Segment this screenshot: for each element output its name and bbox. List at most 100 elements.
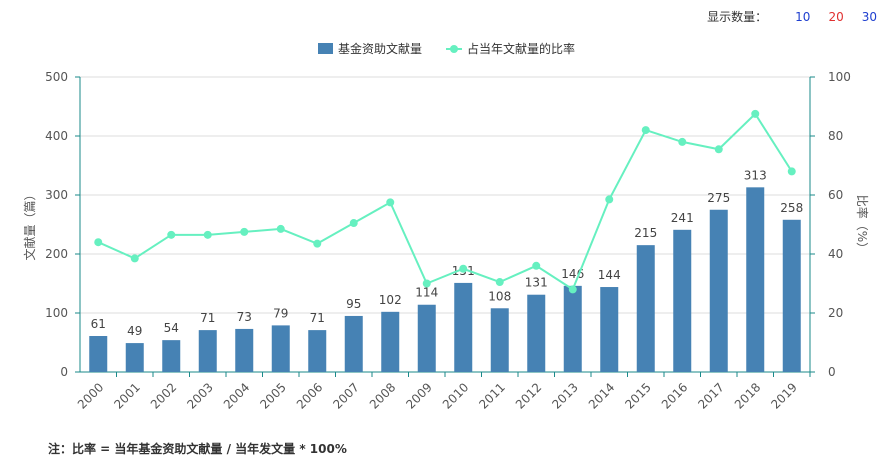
bar-value-label: 49 [127,324,142,338]
ratio-point [605,195,614,204]
bar-value-label: 71 [310,311,325,325]
y2-axis-title: 比率（%） [855,195,870,254]
ratio-point [349,219,358,228]
bar [162,340,181,372]
display-count-control: 显示数量： 10 20 30 [707,8,877,25]
bar-value-label: 131 [525,276,548,290]
y2-tick-label: 100 [828,70,851,84]
bar [490,308,509,372]
ratio-point [459,264,468,273]
x-tick-label: 2018 [732,380,763,411]
x-tick-label: 2014 [586,380,617,411]
ratio-point [678,137,687,146]
x-tick-label: 2012 [513,380,544,411]
bar [344,315,363,372]
bar [782,219,801,372]
bar [198,330,217,372]
x-tick-label: 2000 [75,380,106,411]
x-tick-label: 2011 [476,380,507,411]
y2-tick-label: 20 [828,306,843,320]
x-tick-label: 2008 [367,380,398,411]
display-count-10[interactable]: 10 [795,9,811,24]
y-axis-title: 文献量（篇） [22,188,37,260]
bar-value-label: 241 [671,211,694,225]
x-tick-label: 2015 [622,380,653,411]
bar-value-label: 144 [598,268,621,282]
y-tick-label: 500 [45,70,68,84]
bar-value-label: 258 [780,201,803,215]
x-tick-label: 2006 [294,380,325,411]
ratio-line [97,112,793,291]
bar [527,294,546,372]
y-tick-label: 0 [60,365,68,379]
x-tick-label: 2019 [768,380,799,411]
legend-swatch-bar [318,43,333,54]
bar-value-label: 71 [200,311,215,325]
bar [89,336,108,372]
ratio-point [641,126,650,135]
ratio-point [495,278,504,287]
ratio-point [313,239,322,248]
bar [125,343,144,372]
bar [454,282,473,372]
ratio-point [787,167,796,176]
display-count-label: 显示数量： [707,10,768,24]
legend-label-line: 占当年文献量的比率 [467,41,575,56]
ratio-point [751,109,760,118]
y2-tick-label: 0 [828,365,836,379]
x-tick-label: 2003 [184,380,215,411]
bar-value-label: 54 [164,321,179,335]
ratio-point [94,238,103,247]
bar [673,229,692,372]
bar [600,287,619,372]
bar-value-label: 73 [237,310,252,324]
x-tick-label: 2010 [440,380,471,411]
ratio-point [422,279,431,288]
ratio-point [130,254,139,263]
x-tick-label: 2007 [330,380,361,411]
bar-value-label: 215 [634,226,657,240]
bar-value-label: 95 [346,297,361,311]
ratio-point [386,198,395,207]
bar [271,325,290,372]
legend-swatch-point [450,45,458,53]
y-tick-label: 300 [45,188,68,202]
display-count-30[interactable]: 30 [861,9,877,24]
chart-canvas: 0 100 200 300 400 500 0 20 40 60 80 100 文献量（篇） 比率（%） 6… [22,41,870,412]
footnote: 注：比率 = 当年基金资助文献量 / 当年发文量 * 100% [48,442,347,456]
bar [381,311,400,372]
bar-value-label: 102 [379,293,402,307]
x-tick-label: 2013 [549,380,580,411]
bar [563,285,582,372]
ratio-point [568,285,577,294]
bar [636,245,655,372]
ratio-point [203,230,212,239]
bar-value-label: 114 [415,286,438,300]
bar [308,330,327,372]
x-tick-label: 2016 [659,380,690,411]
bar-value-label: 61 [91,317,106,331]
x-tick-label: 2009 [403,380,434,411]
ratio-point [276,224,285,233]
ratio-point [167,230,176,239]
bar-value-label: 108 [488,289,511,303]
ratio-point [714,145,723,154]
bar [417,304,436,372]
y2-tick-label: 40 [828,247,843,261]
bar [709,209,728,372]
bar [235,328,254,372]
x-tick-label: 2017 [695,380,726,411]
ratio-point [240,227,249,236]
y-tick-label: 400 [45,129,68,143]
ratio-point [532,261,541,270]
y-tick-label: 200 [45,247,68,261]
y2-tick-label: 80 [828,129,843,143]
bar [746,187,765,372]
x-tick-label: 2005 [257,380,288,411]
bar-value-label: 79 [273,306,288,320]
legend-label-bar: 基金资助文献量 [338,41,422,56]
x-tick-label: 2001 [111,380,142,411]
bar-value-label: 313 [744,168,767,182]
x-tick-label: 2004 [221,380,252,411]
display-count-20[interactable]: 20 [828,9,844,24]
